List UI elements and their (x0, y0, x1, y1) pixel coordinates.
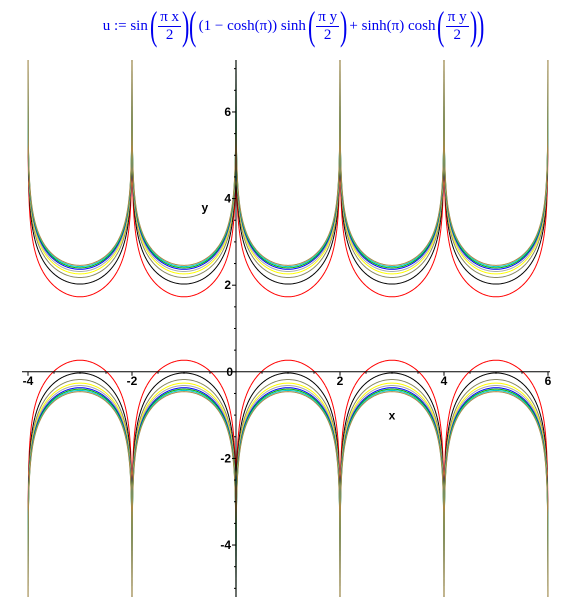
x-tick-label: 6 (545, 374, 552, 388)
y-tick-label: -2 (220, 451, 231, 465)
x-axis-label: x (389, 408, 396, 422)
contour-level-0-neg (131, 60, 445, 597)
formula-lhs: u := sin (102, 17, 148, 34)
formula-frac-2: π y 2 (316, 8, 340, 44)
contour-level-3-neg (131, 60, 445, 597)
frac2-denominator: 2 (323, 26, 332, 43)
contour-level-6-neg (131, 60, 445, 597)
contour-level-5-neg (131, 60, 445, 597)
frac1-numerator: π x (158, 8, 182, 27)
contour-level-5-pos (27, 60, 549, 597)
contour-level-1-pos (27, 60, 549, 597)
contour-lines (27, 60, 549, 597)
contour-level-0-pos (27, 60, 549, 597)
formula-part-a: (1 − cosh(π)) sinh (198, 17, 306, 34)
formula-frac-1: π x 2 (158, 8, 182, 44)
contour-level-6-pos (27, 60, 549, 597)
frac3-denominator: 2 (453, 26, 461, 43)
contour-level-2-pos (27, 60, 549, 597)
origin-label: 0 (226, 365, 233, 379)
x-tick-label: 2 (337, 374, 344, 388)
x-tick-label: -2 (127, 374, 138, 388)
y-tick-label: -4 (220, 538, 231, 552)
paren-close: ) (340, 3, 348, 48)
x-tick-label: 4 (441, 374, 448, 388)
paren-close: ) (182, 3, 190, 48)
formula-part-b: + sinh(π) cosh (349, 17, 436, 34)
paren-open: ( (189, 3, 197, 48)
contour-level-1-neg (131, 60, 445, 597)
paren-close: ) (476, 3, 485, 48)
paren-open: ( (437, 3, 445, 48)
y-axis-label: y (201, 201, 208, 215)
contour-level-8-neg (131, 60, 445, 597)
frac1-denominator: 2 (165, 26, 174, 43)
y-tick-label: 6 (224, 105, 231, 119)
paren-close: ) (469, 3, 477, 48)
frac3-numerator: π y (445, 8, 469, 27)
axes: -4 -2 2 4 6 -4 -2 2 4 6 0 x y (22, 60, 552, 597)
y-tick-label: 2 (224, 278, 231, 292)
frac2-numerator: π y (316, 8, 340, 27)
paren-open: ( (149, 3, 158, 48)
formula-frac-3: π y 2 (445, 8, 469, 44)
contour-level-4-neg (131, 60, 445, 597)
contour-level-8-pos (27, 60, 549, 597)
contour-level-4-pos (27, 60, 549, 597)
y-tick-label: 4 (224, 192, 231, 206)
contour-level-7-neg (131, 60, 445, 597)
formula-title: u := sin ( π x 2 ) ( (1 − cosh(π)) sinh … (0, 2, 585, 50)
paren-open: ( (307, 3, 316, 48)
x-tick-label: -4 (23, 374, 34, 388)
contour-level-2-neg (131, 60, 445, 597)
contour-level-3-pos (27, 60, 549, 597)
contour-level-7-pos (27, 60, 549, 597)
